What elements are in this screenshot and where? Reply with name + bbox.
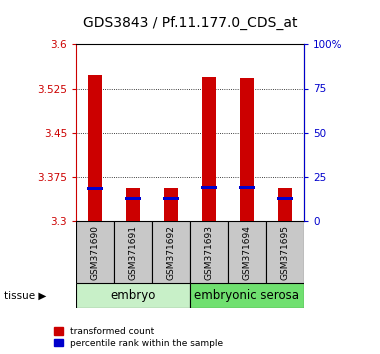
Bar	[125, 198, 141, 200]
Bar	[114, 221, 152, 283]
Bar	[240, 78, 253, 221]
Bar	[203, 77, 216, 221]
Bar	[239, 185, 255, 189]
Bar	[164, 188, 177, 221]
Bar	[228, 221, 266, 283]
Bar	[126, 188, 140, 221]
Bar	[266, 221, 304, 283]
Text: GSM371690: GSM371690	[90, 225, 100, 280]
Bar	[278, 188, 292, 221]
Text: GSM371695: GSM371695	[280, 225, 290, 280]
Text: GSM371692: GSM371692	[166, 225, 176, 280]
Text: embryonic serosa: embryonic serosa	[195, 289, 299, 302]
Text: tissue ▶: tissue ▶	[4, 291, 46, 301]
Bar	[163, 198, 179, 200]
Bar	[277, 198, 293, 200]
Bar	[190, 221, 228, 283]
Legend: transformed count, percentile rank within the sample: transformed count, percentile rank withi…	[54, 327, 223, 348]
Bar	[152, 221, 190, 283]
Text: GDS3843 / Pf.11.177.0_CDS_at: GDS3843 / Pf.11.177.0_CDS_at	[83, 16, 297, 30]
Text: GSM371694: GSM371694	[242, 225, 252, 280]
Text: GSM371691: GSM371691	[128, 225, 138, 280]
Bar	[87, 187, 103, 190]
Bar	[201, 185, 217, 189]
Bar	[190, 283, 304, 308]
Bar	[76, 221, 114, 283]
Text: embryo: embryo	[110, 289, 156, 302]
Bar	[76, 283, 190, 308]
Bar	[88, 75, 101, 221]
Text: GSM371693: GSM371693	[204, 225, 214, 280]
